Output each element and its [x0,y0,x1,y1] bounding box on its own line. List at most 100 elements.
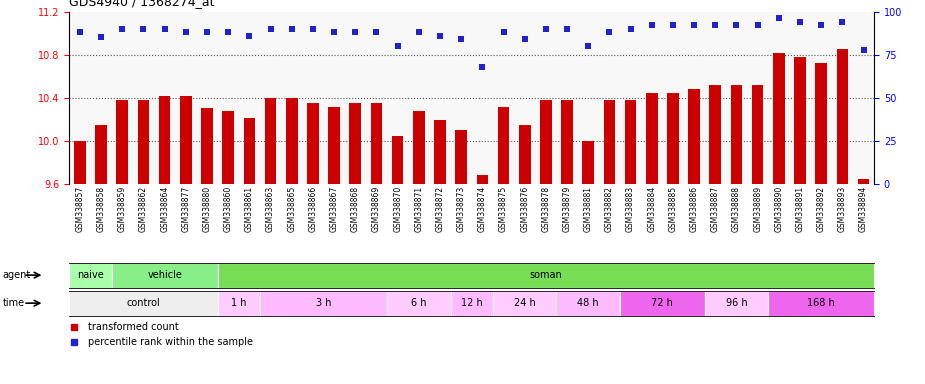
Bar [705,291,769,316]
Text: GSM338868: GSM338868 [351,186,360,232]
Text: vehicle: vehicle [147,270,182,280]
Bar [795,57,806,184]
Bar [688,89,700,184]
Text: control: control [127,298,160,308]
Bar [557,291,620,316]
Text: 12 h: 12 h [461,298,483,308]
Bar [561,100,573,184]
Bar [620,291,705,316]
Text: time: time [3,298,25,308]
Bar [413,111,425,184]
Text: GSM338878: GSM338878 [541,186,550,232]
Bar [117,100,129,184]
Text: GSM338889: GSM338889 [753,186,762,232]
Bar [450,291,493,316]
Bar [857,179,869,184]
Text: GSM338872: GSM338872 [436,186,445,232]
Bar [159,96,170,184]
Text: GSM338863: GSM338863 [266,186,275,232]
Bar [222,111,234,184]
Bar [387,291,450,316]
Text: GSM338888: GSM338888 [732,186,741,232]
Bar [328,106,339,184]
Bar [260,291,387,316]
Bar [498,106,510,184]
Text: GSM338894: GSM338894 [859,186,868,232]
Bar [350,103,361,184]
Bar [69,291,217,316]
Text: GSM338886: GSM338886 [690,186,698,232]
Bar [217,291,260,316]
Bar [455,130,467,184]
Text: GSM338874: GSM338874 [478,186,487,232]
Bar [773,53,784,184]
Bar [307,103,319,184]
Text: GSM338857: GSM338857 [76,186,84,232]
Bar [836,49,848,184]
Text: agent: agent [3,270,31,280]
Bar [217,263,874,288]
Bar [752,85,763,184]
Text: GSM338865: GSM338865 [288,186,296,232]
Bar [95,125,107,184]
Bar [434,119,446,184]
Text: GSM338864: GSM338864 [160,186,169,232]
Bar [69,263,112,288]
Text: GSM338858: GSM338858 [96,186,105,232]
Bar [392,136,403,184]
Text: GSM338870: GSM338870 [393,186,402,232]
Text: GSM338893: GSM338893 [838,186,847,232]
Bar [138,100,149,184]
Text: GSM338861: GSM338861 [245,186,253,232]
Text: soman: soman [529,270,562,280]
Bar [265,98,277,184]
Bar [74,141,86,184]
Text: GSM338866: GSM338866 [308,186,317,232]
Text: GSM338892: GSM338892 [817,186,826,232]
Text: GSM338879: GSM338879 [562,186,572,232]
Text: GSM338890: GSM338890 [774,186,783,232]
Text: GSM338875: GSM338875 [499,186,508,232]
Text: GSM338876: GSM338876 [520,186,529,232]
Bar [667,93,679,184]
Bar [769,291,874,316]
Bar [709,85,722,184]
Bar [286,98,298,184]
Text: naive: naive [77,270,104,280]
Text: 96 h: 96 h [725,298,747,308]
Text: GSM338859: GSM338859 [117,186,127,232]
Bar [493,291,557,316]
Text: GSM338882: GSM338882 [605,186,614,232]
Bar [731,85,742,184]
Text: GSM338881: GSM338881 [584,186,593,232]
Text: 72 h: 72 h [651,298,673,308]
Text: transformed count: transformed count [88,322,179,332]
Bar [624,100,636,184]
Text: 3 h: 3 h [315,298,331,308]
Text: GSM338887: GSM338887 [710,186,720,232]
Text: GSM338885: GSM338885 [669,186,677,232]
Bar [371,103,382,184]
Text: GSM338860: GSM338860 [224,186,233,232]
Text: 48 h: 48 h [577,298,599,308]
Text: GSM338873: GSM338873 [457,186,465,232]
Bar [646,93,658,184]
Text: GSM338877: GSM338877 [181,186,191,232]
Text: GSM338891: GSM338891 [796,186,805,232]
Bar [540,100,551,184]
Text: GSM338862: GSM338862 [139,186,148,232]
Text: GSM338867: GSM338867 [329,186,339,232]
Text: GSM338883: GSM338883 [626,186,635,232]
Text: GSM338884: GSM338884 [648,186,656,232]
Text: 6 h: 6 h [411,298,426,308]
Bar [202,108,213,184]
Bar [519,125,531,184]
Text: GSM338869: GSM338869 [372,186,381,232]
Bar [180,96,191,184]
Text: 1 h: 1 h [231,298,247,308]
Bar [112,263,217,288]
Bar [815,63,827,184]
Text: 168 h: 168 h [808,298,835,308]
Text: percentile rank within the sample: percentile rank within the sample [88,337,253,347]
Bar [583,141,594,184]
